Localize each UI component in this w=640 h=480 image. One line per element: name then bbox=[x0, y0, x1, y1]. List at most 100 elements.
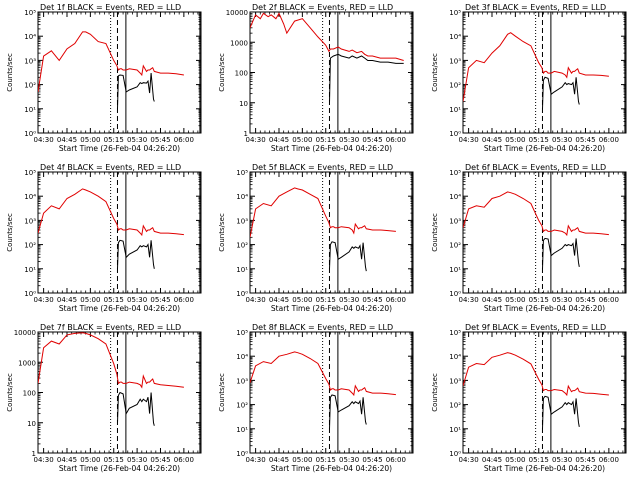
x-tick-label: 05:45 bbox=[362, 296, 382, 304]
events-series-line bbox=[542, 395, 580, 429]
y-tick-label: 10⁵ bbox=[24, 169, 36, 177]
x-tick-label: 06:00 bbox=[386, 456, 406, 464]
x-tick-label: 05:00 bbox=[505, 296, 525, 304]
y-axis-label: Counts/sec bbox=[6, 213, 14, 252]
y-axis-label: Counts/sec bbox=[218, 53, 226, 92]
x-tick-label: 06:00 bbox=[599, 136, 619, 144]
x-tick-label: 05:00 bbox=[292, 296, 312, 304]
events-series-line bbox=[329, 241, 367, 272]
lld-series-line bbox=[38, 332, 184, 389]
x-tick-label: 04:45 bbox=[269, 296, 289, 304]
y-tick-label: 10000 bbox=[14, 329, 36, 337]
y-tick-label: 10⁴ bbox=[449, 193, 461, 201]
panel-title: Det 3f BLACK = Events, RED = LLD bbox=[465, 3, 606, 12]
x-tick-label: 05:15 bbox=[104, 456, 124, 464]
x-tick-label: 06:00 bbox=[174, 456, 194, 464]
x-tick-label: 05:45 bbox=[575, 136, 595, 144]
x-tick-label: 05:30 bbox=[339, 296, 359, 304]
x-tick-label: 04:45 bbox=[269, 136, 289, 144]
x-tick-label: 05:45 bbox=[150, 296, 170, 304]
plot-frame bbox=[37, 11, 202, 134]
x-tick-label: 06:00 bbox=[174, 136, 194, 144]
x-tick-label: 05:30 bbox=[552, 456, 572, 464]
y-tick-label: 10² bbox=[449, 402, 461, 410]
x-tick-label: 05:45 bbox=[362, 136, 382, 144]
y-tick-label: 10³ bbox=[24, 217, 36, 225]
x-tick-label: 05:45 bbox=[150, 136, 170, 144]
x-tick-label: 05:15 bbox=[316, 136, 336, 144]
x-tick-label: 04:30 bbox=[246, 296, 266, 304]
y-tick-label: 10¹ bbox=[24, 106, 36, 114]
y-axis-label: Counts/sec bbox=[431, 373, 439, 412]
panel-title: Det 5f BLACK = Events, RED = LLD bbox=[252, 163, 393, 172]
y-tick-label: 10⁰ bbox=[449, 450, 461, 458]
x-tick-label: 04:30 bbox=[246, 136, 266, 144]
panel-title: Det 8f BLACK = Events, RED = LLD bbox=[252, 323, 393, 332]
plot-area bbox=[463, 352, 609, 429]
panel-det-5: Det 5f BLACK = Events, RED = LLD 10⁰ 10¹ 10… bbox=[218, 163, 414, 313]
plot-frame bbox=[462, 331, 627, 454]
x-tick-label: 05:30 bbox=[127, 456, 147, 464]
lld-series-line bbox=[463, 352, 609, 397]
y-tick-label: 10² bbox=[24, 242, 36, 250]
y-tick-label: 100 bbox=[235, 70, 248, 78]
plot-area bbox=[38, 188, 184, 269]
events-series-line bbox=[542, 76, 580, 109]
x-tick-label: 05:45 bbox=[575, 296, 595, 304]
plot-area bbox=[250, 12, 404, 103]
x-tick-label: 06:00 bbox=[386, 296, 406, 304]
y-tick-label: 10¹ bbox=[236, 266, 248, 274]
x-tick-label: 05:15 bbox=[104, 296, 124, 304]
y-tick-label: 10 bbox=[239, 100, 248, 108]
lld-series-line bbox=[38, 31, 184, 92]
x-tick-label: 04:30 bbox=[459, 456, 479, 464]
y-tick-label: 10⁵ bbox=[449, 9, 461, 17]
y-tick-label: 10⁵ bbox=[449, 169, 461, 177]
y-tick-label: 1 bbox=[244, 130, 248, 138]
y-axis-label: Counts/sec bbox=[431, 53, 439, 92]
y-tick-label: 10¹ bbox=[24, 266, 36, 274]
plot-frame bbox=[462, 11, 627, 134]
x-tick-label: 04:45 bbox=[482, 456, 502, 464]
events-series-line bbox=[542, 237, 580, 269]
y-tick-label: 1 bbox=[32, 450, 36, 458]
y-tick-label: 10² bbox=[24, 82, 36, 90]
x-tick-label: 04:30 bbox=[459, 136, 479, 144]
x-tick-label: 05:15 bbox=[529, 456, 549, 464]
y-tick-label: 100 bbox=[23, 390, 36, 398]
x-tick-label: 04:30 bbox=[459, 296, 479, 304]
plot-area bbox=[463, 191, 609, 269]
x-axis-label: Start Time (26-Feb-04 04:26:20) bbox=[484, 144, 605, 153]
x-tick-label: 05:00 bbox=[80, 296, 100, 304]
x-axis-label: Start Time (26-Feb-04 04:26:20) bbox=[271, 304, 392, 313]
x-axis-label: Start Time (26-Feb-04 04:26:20) bbox=[484, 464, 605, 473]
x-tick-label: 05:00 bbox=[292, 456, 312, 464]
y-tick-label: 10⁴ bbox=[449, 353, 461, 361]
x-tick-label: 06:00 bbox=[599, 296, 619, 304]
x-tick-label: 06:00 bbox=[174, 296, 194, 304]
y-axis-label: Counts/sec bbox=[218, 373, 226, 412]
x-tick-label: 05:15 bbox=[316, 456, 336, 464]
x-tick-label: 05:15 bbox=[104, 136, 124, 144]
panel-det-6: Det 6f BLACK = Events, RED = LLD 10⁰ 10¹ 10… bbox=[431, 163, 627, 313]
events-series-line bbox=[329, 53, 404, 103]
panel-det-2: Det 2f BLACK = Events, RED = LLD 1 10 100 10… bbox=[218, 3, 414, 153]
x-tick-label: 05:30 bbox=[552, 296, 572, 304]
x-tick-label: 04:30 bbox=[34, 456, 54, 464]
plot-area bbox=[38, 332, 184, 426]
panel-title: Det 4f BLACK = Events, RED = LLD bbox=[40, 163, 181, 172]
y-tick-label: 10⁰ bbox=[236, 290, 248, 298]
y-tick-label: 1000 bbox=[18, 359, 36, 367]
y-tick-label: 10³ bbox=[449, 57, 461, 65]
y-tick-label: 10² bbox=[236, 402, 248, 410]
events-series-line bbox=[117, 239, 155, 269]
panel-det-9: Det 9f BLACK = Events, RED = LLD 10⁰ 10¹ 10… bbox=[431, 323, 627, 473]
y-tick-label: 10⁴ bbox=[236, 193, 248, 201]
lld-series-line bbox=[38, 188, 184, 237]
panel-det-4: Det 4f BLACK = Events, RED = LLD 10⁰ 10¹ 10… bbox=[6, 163, 202, 313]
x-tick-label: 05:30 bbox=[127, 296, 147, 304]
panel-title: Det 6f BLACK = Events, RED = LLD bbox=[465, 163, 606, 172]
y-tick-label: 10³ bbox=[449, 217, 461, 225]
x-tick-label: 04:45 bbox=[57, 456, 77, 464]
